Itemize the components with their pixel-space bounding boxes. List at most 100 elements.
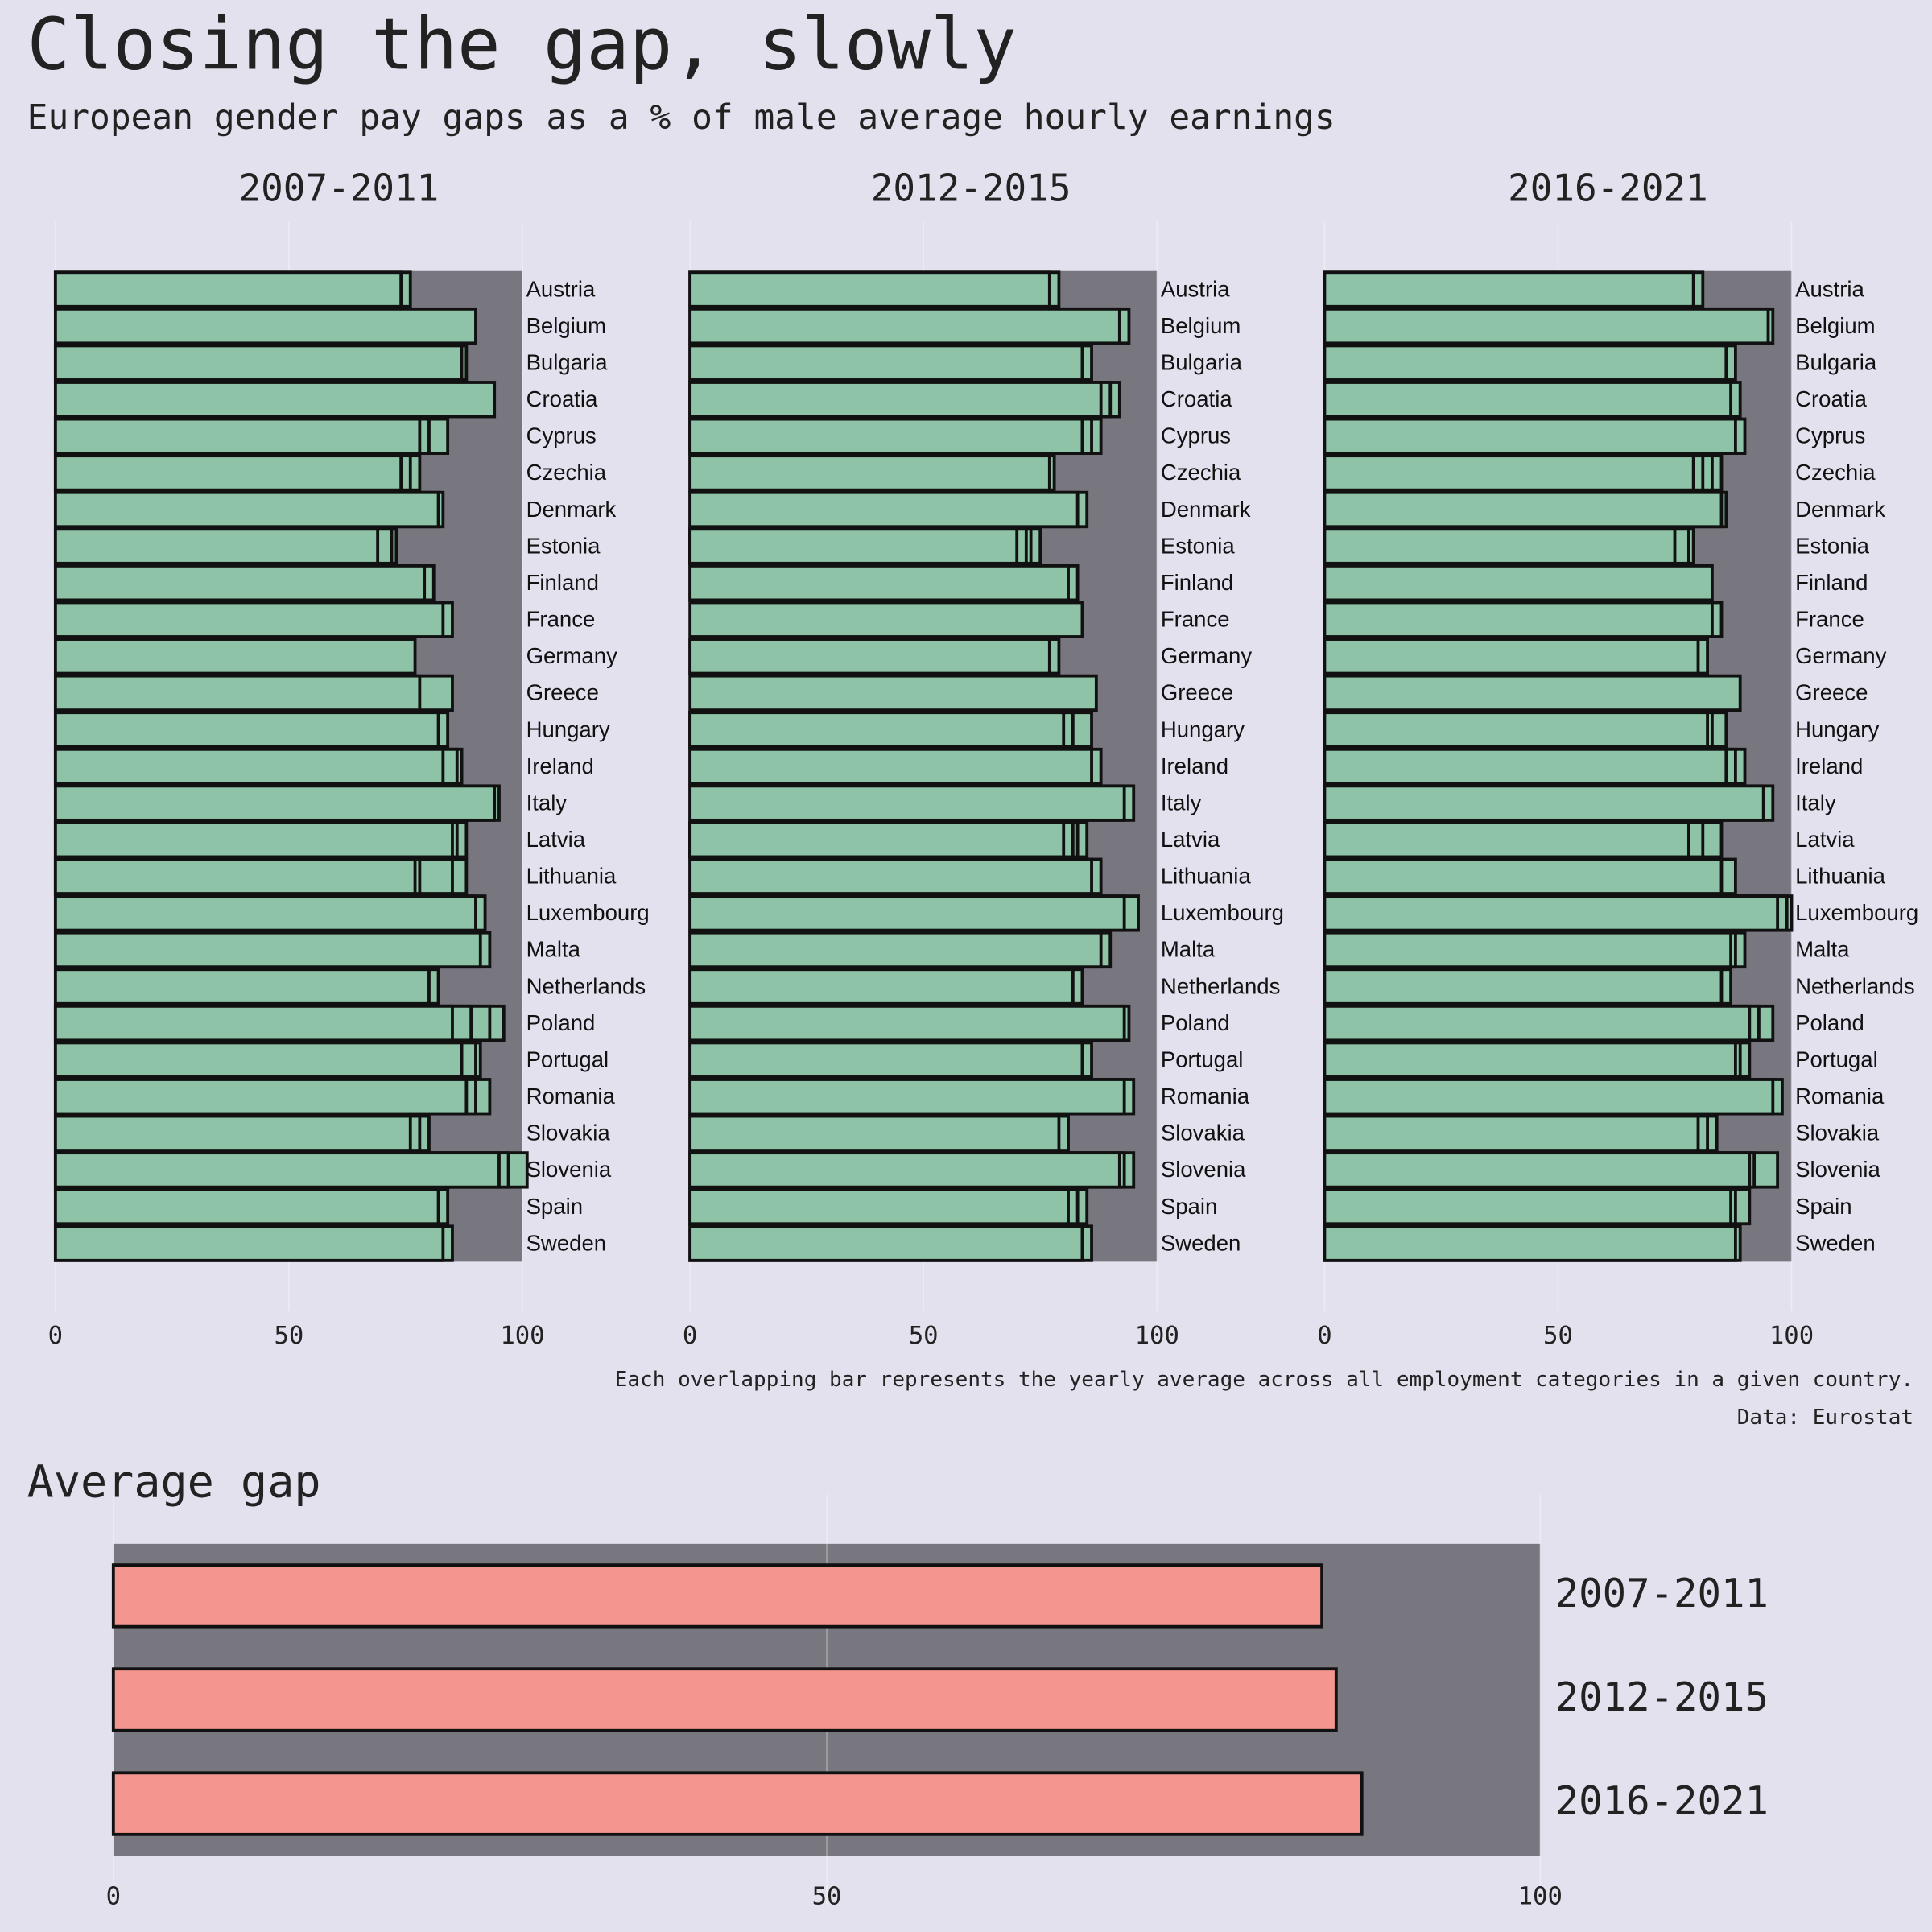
x-tick-label: 50: [909, 1322, 939, 1350]
country-label: Bulgaria: [526, 349, 609, 374]
country-label: Italy: [526, 790, 568, 815]
country-label: Ireland: [526, 753, 594, 778]
country-label: Czechia: [526, 460, 607, 485]
country-label: Romania: [1795, 1084, 1885, 1108]
bar: [688, 270, 1051, 308]
country-label: Netherlands: [1795, 973, 1915, 998]
x-tick-label: 100: [1135, 1322, 1179, 1350]
country-label: Germany: [1161, 643, 1253, 668]
country-label: Sweden: [1161, 1230, 1241, 1255]
chart-title: Average gap: [27, 1456, 321, 1508]
country-label: Sweden: [1795, 1230, 1876, 1255]
bar: [1323, 1078, 1775, 1116]
bar: [53, 381, 497, 419]
bar: [53, 1151, 501, 1189]
country-label: France: [1795, 607, 1864, 632]
country-label: Austria: [526, 276, 596, 301]
country-label: Poland: [1161, 1010, 1230, 1035]
bar: [1323, 747, 1728, 786]
bar: [111, 1667, 1338, 1732]
bar: [53, 894, 477, 932]
bar: [1323, 857, 1724, 895]
x-tick-label: 100: [1769, 1322, 1814, 1350]
country-label: Italy: [1161, 790, 1202, 815]
bar: [1323, 711, 1710, 749]
bar: [53, 1224, 445, 1262]
bar: [53, 307, 477, 345]
bar: [1323, 454, 1695, 492]
x-tick-label: 0: [48, 1322, 63, 1350]
country-label: Finland: [1161, 570, 1233, 595]
country-label: Czechia: [1161, 460, 1241, 485]
bar: [1323, 307, 1770, 345]
country-label: Luxembourg: [1795, 900, 1918, 925]
country-label: Finland: [1795, 570, 1868, 595]
country-label: Slovenia: [1161, 1157, 1246, 1182]
bar: [1323, 821, 1690, 859]
bar: [53, 857, 417, 895]
country-label: Spain: [526, 1194, 583, 1219]
country-label: Belgium: [1161, 313, 1241, 338]
bar: [688, 747, 1093, 786]
country-label: France: [1161, 607, 1230, 632]
bar: [1323, 784, 1765, 822]
bar: [1323, 674, 1742, 712]
country-label: Cyprus: [1795, 423, 1865, 448]
x-tick-label: 50: [274, 1322, 303, 1350]
bar: [53, 821, 454, 859]
country-label: Poland: [1795, 1010, 1864, 1035]
bar: [53, 344, 464, 382]
country-label: Belgium: [526, 313, 607, 338]
bar: [688, 1114, 1061, 1152]
country-label: Slovakia: [1161, 1121, 1245, 1146]
panel-title: 2016-2021: [1508, 167, 1708, 210]
country-label: Croatia: [526, 386, 598, 411]
bar: [53, 564, 427, 602]
bar: [1323, 601, 1714, 638]
country-label: Denmark: [526, 497, 617, 522]
country-label: Malta: [1161, 937, 1216, 962]
x-tick-label: 100: [500, 1322, 544, 1350]
bar: [688, 1004, 1126, 1042]
country-label: Ireland: [1795, 753, 1863, 778]
country-label: Croatia: [1795, 386, 1867, 411]
bar: [688, 857, 1093, 895]
bar: [1323, 344, 1728, 382]
title: Closing the gap, slowly: [27, 3, 1017, 86]
bar: [688, 894, 1126, 932]
bar: [53, 601, 445, 638]
x-tick-label: 50: [812, 1883, 842, 1911]
country-label: Lithuania: [1795, 864, 1885, 889]
country-label: Germany: [526, 643, 618, 668]
country-label: Slovenia: [1795, 1157, 1880, 1182]
bar: [688, 344, 1084, 382]
bar: [111, 1563, 1323, 1629]
bar: [1323, 490, 1724, 529]
bar: [688, 564, 1070, 602]
country-label: Latvia: [1795, 827, 1855, 852]
country-label: Denmark: [1795, 497, 1885, 522]
bar: [688, 1151, 1121, 1189]
country-label: Slovenia: [526, 1157, 612, 1182]
country-label: Portugal: [1161, 1046, 1244, 1071]
country-label: Portugal: [1795, 1046, 1878, 1071]
country-label: Sweden: [526, 1230, 607, 1255]
country-label: Estonia: [526, 533, 601, 558]
bar: [688, 674, 1098, 712]
country-label: Estonia: [1795, 533, 1870, 558]
bar: [53, 638, 417, 675]
country-label: Hungary: [1161, 716, 1245, 741]
country-label: Malta: [526, 937, 581, 962]
bar: [53, 747, 445, 786]
category-label: 2007-2011: [1555, 1571, 1769, 1616]
note: Each overlapping bar represents the year…: [615, 1368, 1913, 1392]
bar: [1323, 381, 1733, 419]
category-label: 2012-2015: [1555, 1674, 1769, 1720]
bar: [53, 674, 422, 712]
bar: [1323, 564, 1714, 602]
country-label: Czechia: [1795, 460, 1876, 485]
country-label: Lithuania: [526, 864, 617, 889]
bar: [688, 821, 1066, 859]
bar: [688, 1041, 1084, 1079]
bar: [688, 307, 1121, 345]
